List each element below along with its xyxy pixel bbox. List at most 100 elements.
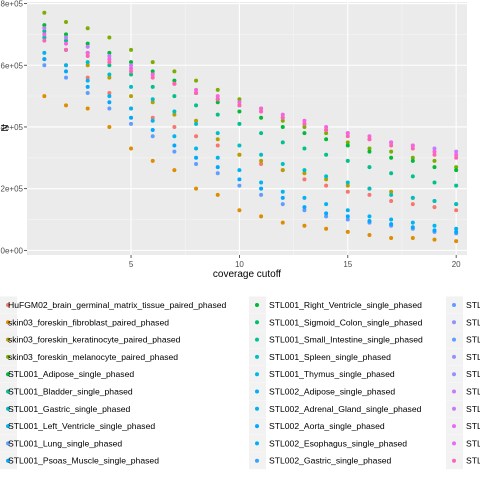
legend-label: STL001_Bladder_single_phased [8, 387, 133, 397]
data-point [259, 115, 264, 120]
data-point [172, 134, 177, 139]
data-point [215, 192, 220, 197]
data-point [410, 143, 415, 148]
data-point [42, 29, 47, 34]
data-point [194, 134, 199, 139]
data-point [107, 124, 112, 129]
data-point [172, 109, 177, 114]
legend-key-point [6, 354, 10, 359]
data-point [389, 149, 394, 154]
data-point [129, 84, 134, 89]
data-point [150, 100, 155, 105]
data-point [42, 57, 47, 62]
data-point [215, 155, 220, 160]
data-point [150, 118, 155, 123]
legend-label: STL001_Thymus_single_phased [269, 369, 395, 379]
data-point [345, 183, 350, 188]
data-point [107, 75, 112, 80]
data-point [324, 152, 329, 157]
legend-key-point [6, 406, 10, 411]
data-point [85, 26, 90, 31]
data-point [215, 100, 220, 105]
data-point [259, 106, 264, 111]
legend-key-point [452, 441, 456, 446]
data-point [345, 214, 350, 219]
data-point [454, 226, 459, 231]
data-point [324, 131, 329, 136]
legend-label: STL001_Spleen_single_phased [269, 352, 391, 362]
legend-key-point [6, 320, 10, 325]
data-point [454, 168, 459, 173]
data-point [367, 232, 372, 237]
data-point [302, 121, 307, 126]
data-point [454, 183, 459, 188]
data-point [302, 124, 307, 129]
legend-key-point [255, 337, 259, 342]
legend-label: STL0 [466, 352, 480, 362]
legend-label: STL002_Gastric_single_phased [269, 456, 392, 466]
data-point [454, 152, 459, 157]
data-point [259, 161, 264, 166]
data-point [345, 180, 350, 185]
data-point [215, 131, 220, 136]
data-point [85, 106, 90, 111]
legend-label: STL0 [466, 456, 480, 466]
legend-key-point [255, 354, 259, 359]
legend-key-point [452, 354, 456, 359]
legend-key-point [255, 424, 259, 429]
data-point [237, 100, 242, 105]
data-point [64, 63, 69, 68]
data-point [172, 124, 177, 129]
data-point [345, 140, 350, 145]
data-point [215, 165, 220, 170]
data-point [454, 155, 459, 160]
data-point [42, 38, 47, 43]
legend-label: STL001_Right_Ventricle_single_phased [269, 300, 422, 310]
data-point [280, 202, 285, 207]
data-point [280, 189, 285, 194]
data-point [389, 140, 394, 145]
x-tick-label: 5 [129, 260, 134, 269]
data-point [194, 155, 199, 160]
data-point [389, 171, 394, 176]
data-point [280, 168, 285, 173]
data-point [432, 152, 437, 157]
data-point [64, 38, 69, 43]
data-point [410, 225, 415, 230]
legend-key-point [452, 389, 456, 394]
data-point [389, 155, 394, 160]
legend-key-point [452, 458, 456, 463]
data-point [42, 10, 47, 15]
data-point [302, 177, 307, 182]
data-point [432, 158, 437, 163]
data-point [172, 168, 177, 173]
data-point [129, 146, 134, 151]
legend-label: STL001_Sigmoid_Colon_single_phased [269, 317, 423, 327]
data-point [237, 177, 242, 182]
data-point [150, 84, 155, 89]
data-point [302, 146, 307, 151]
y-tick-label: 2e+05 [1, 185, 24, 194]
data-point [280, 161, 285, 166]
data-point [324, 214, 329, 219]
data-point [194, 87, 199, 92]
data-point [85, 91, 90, 96]
data-point [280, 118, 285, 123]
data-point [367, 134, 372, 139]
data-point [42, 35, 47, 40]
data-point [150, 72, 155, 77]
data-point [454, 239, 459, 244]
legend-key-point [452, 303, 456, 307]
data-point [345, 208, 350, 213]
data-point [324, 177, 329, 182]
data-point [150, 115, 155, 120]
data-point [42, 26, 47, 31]
legend-label: STL001_Gastric_single_phased [8, 404, 131, 414]
data-point [237, 143, 242, 148]
data-point [42, 63, 47, 68]
legend-label: skin03_foreskin_keratinocyte_paired_phas… [8, 335, 181, 345]
data-point [367, 146, 372, 151]
legend-label: STL001_Small_Intestine_single_phased [269, 335, 423, 345]
data-point [345, 189, 350, 194]
y-tick-label: 6e+05 [1, 61, 24, 70]
